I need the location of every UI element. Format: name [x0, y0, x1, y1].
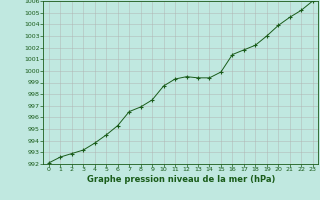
- X-axis label: Graphe pression niveau de la mer (hPa): Graphe pression niveau de la mer (hPa): [87, 175, 275, 184]
